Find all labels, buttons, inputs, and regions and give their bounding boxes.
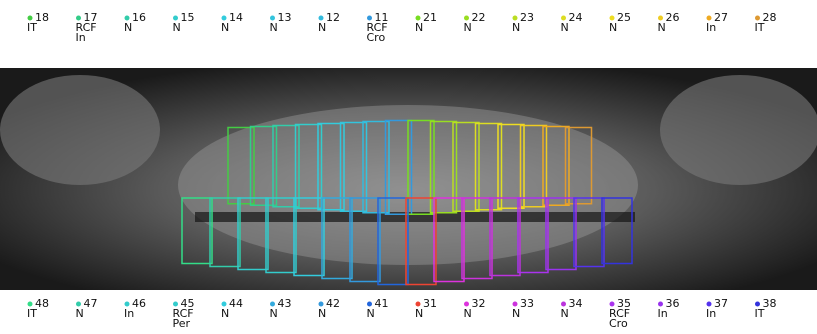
tooth-label: N — [124, 21, 132, 34]
tooth-dot — [658, 302, 663, 307]
tooth-dot — [173, 302, 178, 307]
tooth-number: 47 — [84, 297, 98, 310]
tooth-dot — [707, 16, 712, 21]
tooth-dot — [416, 302, 421, 307]
tooth-number: 14 — [229, 11, 243, 24]
tooth-label: In — [124, 307, 134, 320]
tooth-dot — [755, 302, 760, 307]
tooth-label: N — [76, 307, 84, 320]
tooth-label: N — [221, 307, 229, 320]
tooth-label: Cro — [367, 31, 386, 44]
tooth-number: 26 — [666, 11, 680, 24]
tooth-dot — [319, 302, 324, 307]
tooth-label: N — [415, 21, 423, 34]
tooth-label: N — [270, 307, 278, 320]
tooth-dot — [464, 302, 469, 307]
tooth-number: 15 — [181, 11, 195, 24]
tooth-label: In — [658, 307, 668, 320]
tooth-dot — [755, 16, 760, 21]
tooth-dot — [513, 16, 518, 21]
tooth-label: N — [561, 307, 569, 320]
tooth-label: IT — [755, 21, 765, 34]
tooth-label: IT — [755, 307, 765, 320]
figure: 18IT17RCFIn16N15N14N13N12N11RCFCro21N22N… — [0, 0, 817, 334]
tooth-number: 31 — [423, 297, 437, 310]
tooth-number: 16 — [132, 11, 146, 24]
tooth-number: 42 — [326, 297, 340, 310]
tooth-number: 12 — [326, 11, 340, 24]
tooth-label: N — [270, 21, 278, 34]
tooth-number: 38 — [763, 297, 777, 310]
tooth-label: N — [318, 307, 326, 320]
tooth-number: 34 — [569, 297, 583, 310]
tooth-label: In — [706, 21, 716, 34]
tooth-dot — [416, 16, 421, 21]
tooth-dot — [513, 302, 518, 307]
tooth-number: 25 — [617, 11, 631, 24]
tooth-dot — [125, 16, 130, 21]
tooth-dot — [222, 16, 227, 21]
jaw-left — [0, 75, 160, 185]
tooth-label: N — [367, 307, 375, 320]
tooth-dot — [270, 302, 275, 307]
tooth-dot — [173, 16, 178, 21]
tooth-label: IT — [27, 307, 37, 320]
page: 18IT17RCFIn16N15N14N13N12N11RCFCro21N22N… — [0, 0, 817, 334]
jaw-right — [660, 75, 817, 185]
tooth-number: 18 — [35, 11, 49, 24]
tooth-label: N — [464, 21, 472, 34]
tooth-number: 41 — [375, 297, 389, 310]
tooth-label: Per — [173, 317, 191, 330]
tooth-number: 43 — [278, 297, 292, 310]
tooth-dot — [367, 16, 372, 21]
tooth-dot — [367, 302, 372, 307]
tooth-dot — [658, 16, 663, 21]
tooth-number: 24 — [569, 11, 583, 24]
tooth-number: 48 — [35, 297, 49, 310]
tooth-label: N — [609, 21, 617, 34]
tooth-dot — [319, 16, 324, 21]
tooth-number: 32 — [472, 297, 486, 310]
tooth-dot — [28, 302, 33, 307]
tooth-label: N — [221, 21, 229, 34]
tooth-dot — [707, 302, 712, 307]
tooth-number: 13 — [278, 11, 292, 24]
tooth-label: N — [658, 21, 666, 34]
tooth-label: Cro — [609, 317, 628, 330]
tooth-number: 23 — [520, 11, 534, 24]
tooth-label: N — [512, 21, 520, 34]
tooth-label: N — [318, 21, 326, 34]
tooth-label: N — [173, 21, 181, 34]
tooth-number: 33 — [520, 297, 534, 310]
tooth-label: N — [464, 307, 472, 320]
tooth-dot — [270, 16, 275, 21]
tooth-dot — [610, 302, 615, 307]
tooth-dot — [28, 16, 33, 21]
tooth-dot — [76, 16, 81, 21]
tooth-number: 28 — [763, 11, 777, 24]
tooth-dot — [561, 16, 566, 21]
tooth-dot — [125, 302, 130, 307]
tooth-dot — [222, 302, 227, 307]
tooth-label: In — [76, 31, 86, 44]
tooth-label: In — [706, 307, 716, 320]
tooth-dot — [464, 16, 469, 21]
tooth-dot — [76, 302, 81, 307]
tooth-dot — [561, 302, 566, 307]
tooth-label: N — [512, 307, 520, 320]
tooth-label: N — [561, 21, 569, 34]
tooth-number: 44 — [229, 297, 243, 310]
tooth-label: N — [415, 307, 423, 320]
tooth-number: 21 — [423, 11, 437, 24]
tooth-label: IT — [27, 21, 37, 34]
tooth-number: 22 — [472, 11, 486, 24]
tooth-dot — [610, 16, 615, 21]
